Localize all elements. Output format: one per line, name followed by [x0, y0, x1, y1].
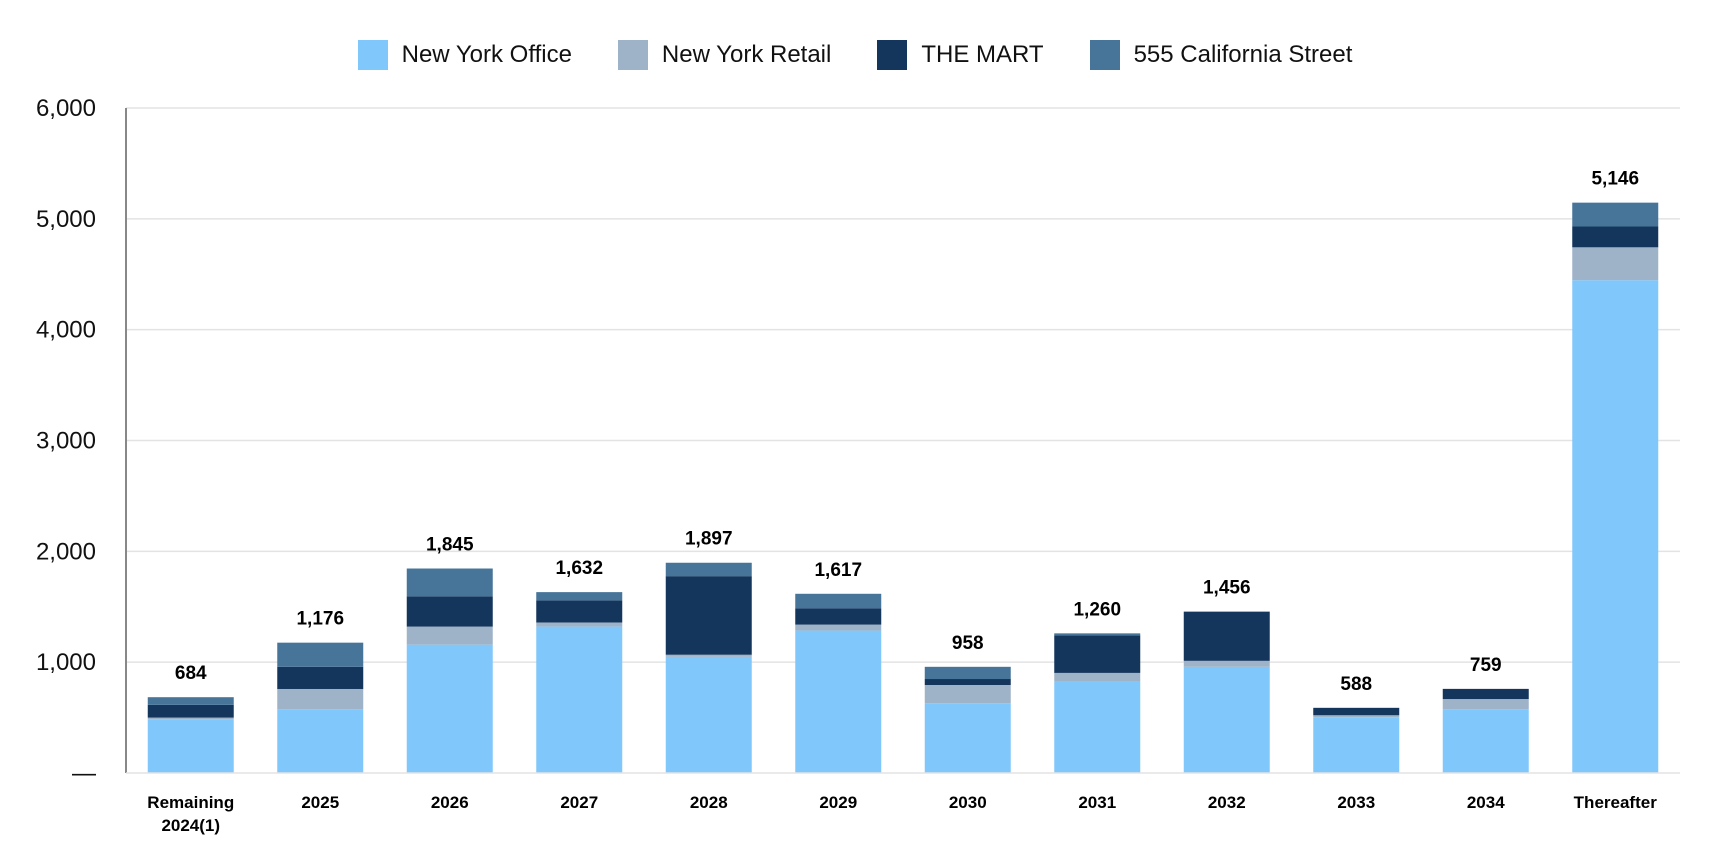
x-tick-label: 2030 — [949, 793, 987, 812]
bar-segment-the-mart — [536, 600, 623, 623]
bar-segment-the-mart — [924, 679, 1011, 685]
x-tick-label: 2031 — [1078, 793, 1116, 812]
x-tick-label: Thereafter — [1574, 793, 1658, 812]
bar-segment-555-california-street — [1054, 633, 1141, 636]
bar-segment-new-york-office — [1183, 666, 1270, 773]
bar-segment-the-mart — [1183, 611, 1270, 661]
legend-swatch — [617, 40, 648, 70]
legend-label: THE MART — [921, 41, 1044, 68]
bar-segment-the-mart — [795, 608, 882, 625]
bar-segment-new-york-retail — [147, 717, 234, 720]
bar-segment-new-york-retail — [924, 684, 1011, 704]
bar-segment-555-california-street — [1572, 202, 1659, 227]
bar-segment-new-york-retail — [665, 654, 752, 657]
bar-segment-new-york-retail — [1572, 247, 1659, 281]
legend-item-new-york-retail: New York Retail — [617, 40, 832, 70]
bar-total-label: 759 — [1470, 655, 1502, 676]
y-tick-label: 6,000 — [36, 95, 96, 122]
bar-segment-new-york-office — [277, 709, 364, 773]
y-tick-label: 5,000 — [36, 206, 96, 233]
bar-total-label: 1,176 — [296, 609, 344, 630]
bar-total-label: 1,260 — [1073, 599, 1121, 620]
bar-segment-new-york-office — [147, 719, 234, 773]
x-tick-label: 2025 — [301, 793, 339, 812]
x-tick-label: 2029 — [819, 793, 857, 812]
bar-segment-new-york-retail — [277, 688, 364, 710]
legend-item-555-california-street: 555 California Street — [1089, 40, 1353, 70]
bar-total-label: 1,845 — [426, 535, 474, 556]
bar-total-label: 958 — [952, 633, 984, 654]
bar-total-label: 5,146 — [1591, 169, 1639, 190]
x-tick-label: 2027 — [560, 793, 598, 812]
legend-label: New York Office — [401, 41, 572, 68]
bar-segment-the-mart — [277, 666, 364, 689]
legend-swatch — [357, 40, 388, 70]
bar-segment-555-california-street — [147, 697, 234, 705]
bar-segment-the-mart — [406, 596, 493, 627]
legend: New York Office New York Retail THE MART… — [0, 40, 1710, 70]
bar-segment-555-california-street — [277, 642, 364, 667]
bar-segment-the-mart — [1313, 707, 1400, 716]
bar-total-label: 1,617 — [814, 560, 862, 581]
bar-segment-new-york-retail — [1313, 715, 1400, 718]
legend-item-the-mart: THE MART — [877, 40, 1044, 70]
bar-segment-new-york-office — [1572, 280, 1659, 773]
legend-item-new-york-office: New York Office — [357, 40, 572, 70]
bar-segment-the-mart — [1572, 226, 1659, 248]
bar-total-label: 684 — [175, 663, 207, 684]
bar-segment-new-york-office — [924, 703, 1011, 773]
bar-segment-new-york-office — [1054, 681, 1141, 773]
bar-segment-555-california-street — [536, 592, 623, 601]
bar-total-label: 1,897 — [685, 529, 733, 550]
bar-segment-new-york-retail — [1442, 699, 1529, 710]
bar-segment-new-york-office — [406, 644, 493, 773]
x-tick-label: 2032 — [1208, 793, 1246, 812]
y-tick-label: 4,000 — [36, 317, 96, 344]
bar-segment-the-mart — [147, 704, 234, 718]
bar-segment-the-mart — [665, 576, 752, 655]
bar-segment-555-california-street — [795, 593, 882, 609]
bar-segment-new-york-retail — [1183, 660, 1270, 667]
y-tick-label: 1,000 — [36, 649, 96, 676]
bar-segment-new-york-retail — [406, 626, 493, 645]
x-tick-label: 2033 — [1337, 793, 1375, 812]
x-tick-label: Remaining — [147, 793, 234, 812]
bar-segment-new-york-office — [665, 656, 752, 773]
legend-swatch — [1089, 40, 1120, 70]
x-tick-label: 2034 — [1467, 793, 1505, 812]
bar-segment-the-mart — [1054, 635, 1141, 673]
bar-total-label: 1,456 — [1203, 578, 1251, 599]
bar-segment-new-york-office — [1442, 709, 1529, 773]
bar-segment-555-california-street — [665, 562, 752, 577]
bar-total-label: 588 — [1340, 674, 1372, 695]
y-tick-label: 2,000 — [36, 538, 96, 565]
legend-swatch — [877, 40, 908, 70]
bar-segment-555-california-street — [924, 666, 1011, 680]
bar-segment-new-york-office — [536, 626, 623, 773]
legend-label: 555 California Street — [1133, 41, 1353, 68]
x-tick-label: 2024(1) — [161, 816, 220, 835]
bar-segment-new-york-office — [1313, 717, 1400, 773]
legend-label: New York Retail — [661, 41, 832, 68]
y-tick-label: 3,000 — [36, 428, 96, 455]
x-tick-label: 2026 — [431, 793, 469, 812]
y-tick-label: — — [72, 760, 96, 787]
bar-segment-555-california-street — [406, 568, 493, 597]
bar-total-label: 1,632 — [555, 558, 603, 579]
bar-segment-new-york-retail — [795, 624, 882, 631]
bar-segment-new-york-office — [795, 630, 882, 773]
x-tick-label: 2028 — [690, 793, 728, 812]
bar-segment-new-york-retail — [1054, 672, 1141, 682]
bar-segment-the-mart — [1442, 688, 1529, 700]
bar-segment-new-york-retail — [536, 622, 623, 627]
